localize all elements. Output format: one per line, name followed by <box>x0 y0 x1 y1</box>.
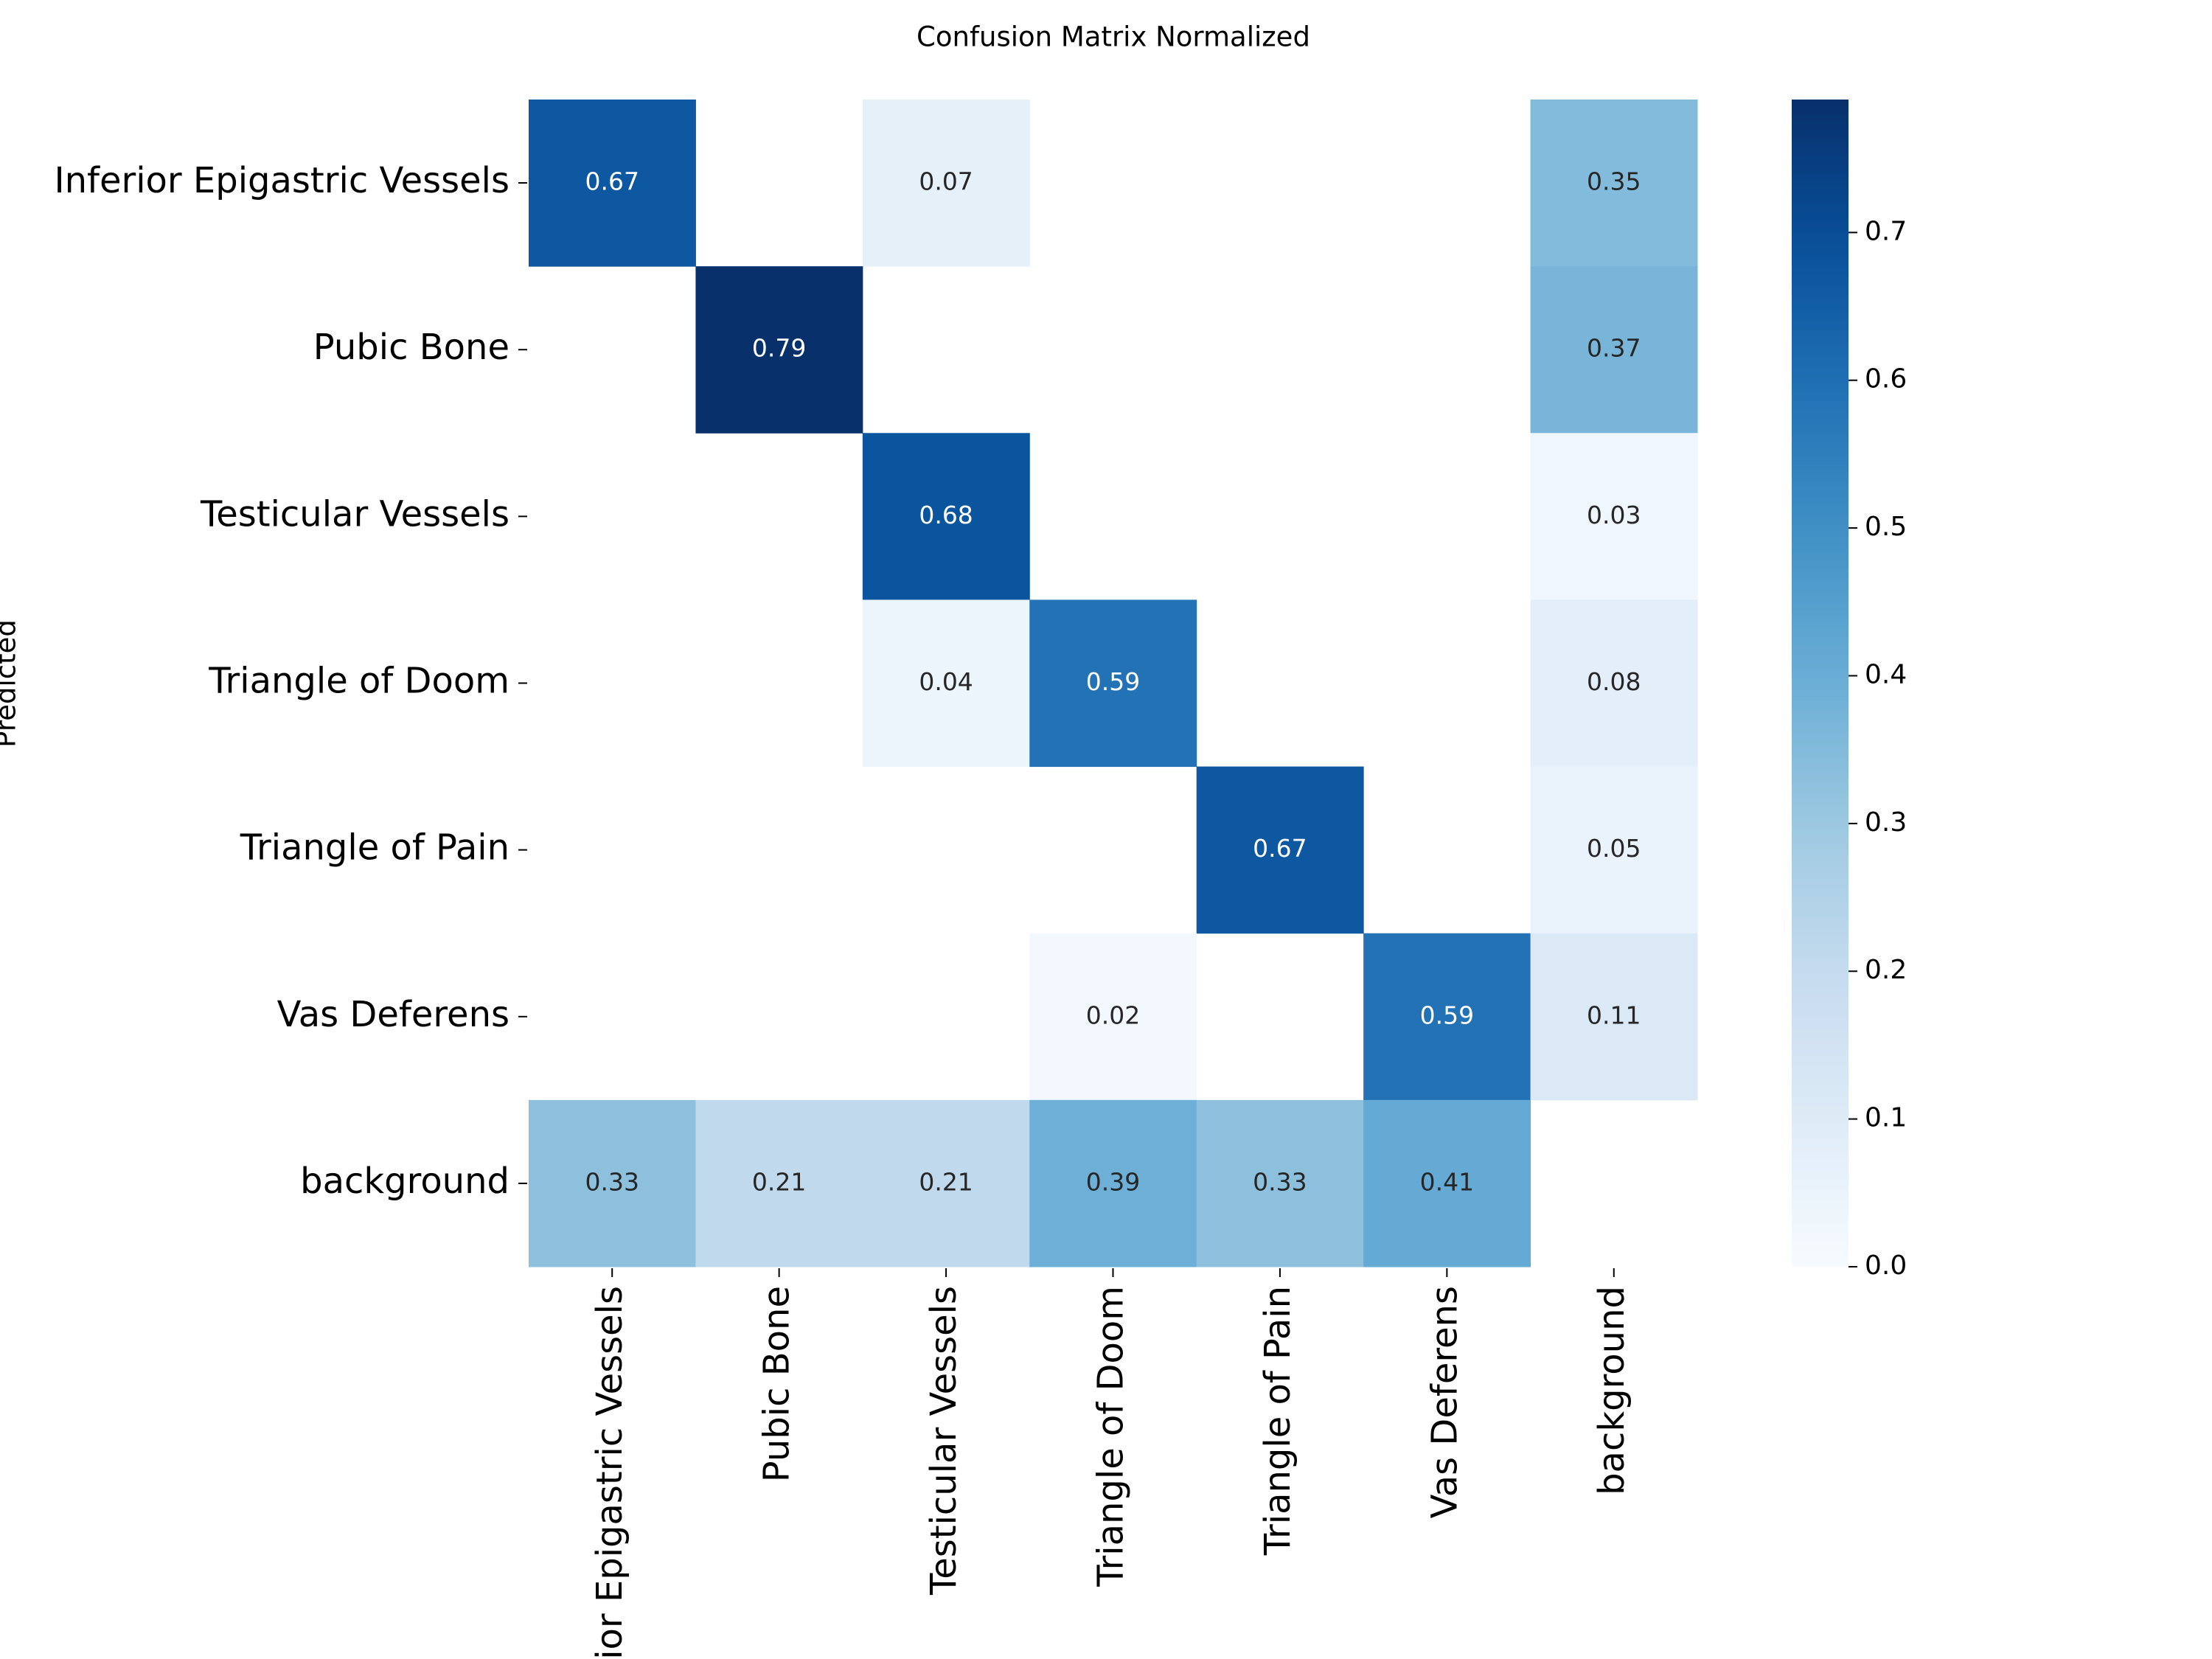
cell-label: 0.37 <box>1587 334 1641 363</box>
chart-title: Confusion Matrix Normalized <box>917 21 1310 53</box>
x-tick-label: Testicular Vessels <box>923 1286 964 1596</box>
heatmap-cell <box>862 433 1030 600</box>
cell-label: 0.67 <box>1253 834 1307 863</box>
heatmap-cell <box>1530 266 1698 434</box>
cell-label: 0.35 <box>1587 167 1641 196</box>
heatmap-cell <box>862 100 1030 267</box>
cell-label: 0.03 <box>1587 501 1641 529</box>
heatmap-cell <box>1029 599 1197 768</box>
cell-label: 0.33 <box>1253 1167 1307 1196</box>
x-tick-label: Vas Deferens <box>1424 1286 1465 1518</box>
x-tick-label: Triangle of Pain <box>1257 1286 1298 1556</box>
cell-label: 0.68 <box>919 501 973 529</box>
cell-label: 0.59 <box>1420 1001 1474 1029</box>
heatmap-cell <box>1363 933 1531 1101</box>
heatmap-cell <box>529 1099 696 1267</box>
x-tick-label: Pubic Bone <box>757 1286 798 1482</box>
heatmap-cell <box>695 266 863 434</box>
colorbar <box>1792 100 1848 1267</box>
cell-label: 0.21 <box>752 1167 806 1196</box>
cell-label: 0.41 <box>1420 1167 1474 1196</box>
cell-label: 0.33 <box>585 1167 639 1196</box>
y-tick-label: Triangle of Doom <box>208 661 509 702</box>
heatmap-cell <box>862 1099 1030 1267</box>
colorbar-tick-label: 0.5 <box>1865 512 1907 542</box>
heatmap-cell <box>695 1099 863 1267</box>
heatmap-cell <box>1029 933 1197 1101</box>
colorbar-tick-label: 0.7 <box>1865 216 1907 246</box>
heatmap-cell <box>1363 1099 1531 1267</box>
cell-label: 0.08 <box>1587 667 1641 696</box>
y-tick-label: Testicular Vessels <box>200 493 509 535</box>
heatmap-cell <box>1530 766 1698 934</box>
heatmap-cell <box>1530 433 1698 600</box>
y-tick-label: background <box>300 1161 509 1202</box>
colorbar-tick-label: 0.1 <box>1865 1103 1907 1133</box>
heatmap-cell <box>1530 599 1698 768</box>
cell-label: 0.39 <box>1086 1167 1140 1196</box>
cell-label: 0.59 <box>1086 667 1140 696</box>
heatmap-cell <box>1196 766 1364 934</box>
cell-label: 0.21 <box>919 1167 973 1196</box>
colorbar-tick-label: 0.3 <box>1865 807 1907 838</box>
cell-label: 0.67 <box>585 167 639 196</box>
x-tick-label: Triangle of Doom <box>1091 1286 1132 1587</box>
y-tick-label: Triangle of Pain <box>240 827 509 869</box>
colorbar-tick-label: 0.6 <box>1865 364 1907 394</box>
cell-label: 0.05 <box>1587 834 1641 863</box>
cell-label: 0.79 <box>752 334 806 363</box>
y-tick-label: Pubic Bone <box>313 327 509 368</box>
colorbar-tick-label: 0.0 <box>1865 1251 1907 1281</box>
heatmap-cell <box>1196 1099 1364 1267</box>
y-tick-label: Vas Deferens <box>277 994 509 1035</box>
heatmap-cell <box>1530 100 1698 267</box>
heatmap-cell <box>862 599 1030 768</box>
heatmap-cell <box>1029 1099 1197 1267</box>
x-tick-label: Inferior Epigastric Vessels <box>589 1286 630 1659</box>
heatmap-cell <box>529 100 696 267</box>
heatmap-cell <box>1530 933 1698 1101</box>
cell-label: 0.07 <box>919 167 973 196</box>
x-tick-label: background <box>1591 1286 1632 1495</box>
y-axis-label: Predicted <box>0 619 22 748</box>
colorbar-tick-label: 0.2 <box>1865 955 1907 985</box>
y-tick-label: Inferior Epigastric Vessels <box>54 160 509 201</box>
cell-label: 0.04 <box>919 667 973 696</box>
colorbar-tick-label: 0.4 <box>1865 659 1907 689</box>
cell-label: 0.02 <box>1086 1001 1140 1029</box>
cell-label: 0.11 <box>1587 1001 1641 1029</box>
